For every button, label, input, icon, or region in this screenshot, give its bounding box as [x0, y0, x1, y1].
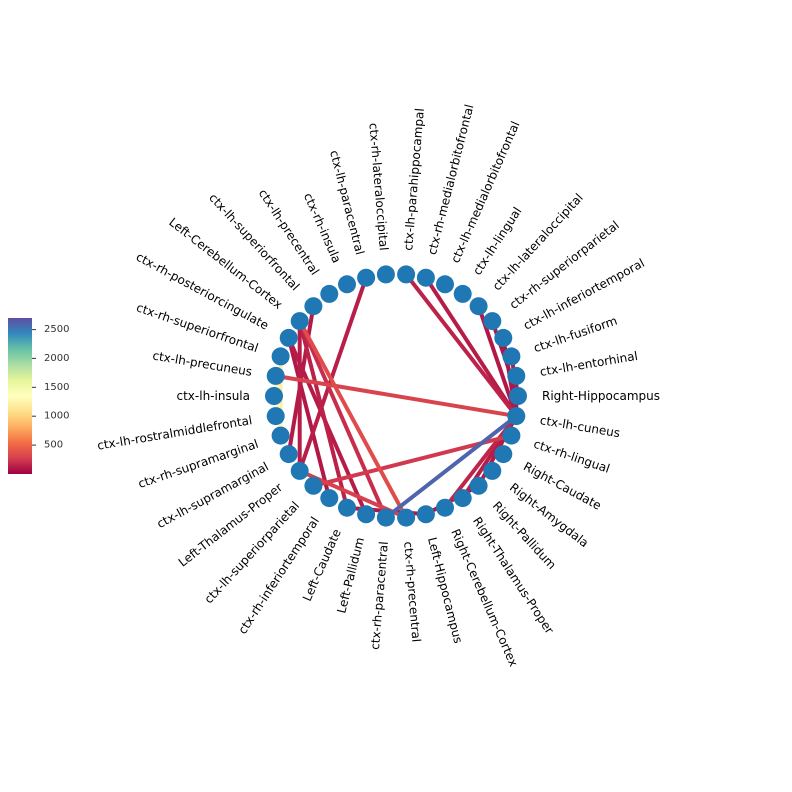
edge-ctx-lh-cuneus--ctx-rh-paracentral [383, 414, 519, 520]
node-ctx-lh-cuneus [507, 407, 526, 426]
node-Left-Pallidum [357, 505, 376, 524]
colorbar-tick-label: 1000 [44, 411, 69, 422]
node-label: ctx-lh-insula [177, 389, 251, 403]
node-label: ctx-lh-precuneus [151, 349, 253, 379]
node-ctx-lh-superiorparietal [304, 476, 323, 495]
node-ctx-rh-medialorbitofrontal [416, 268, 435, 287]
edge-ctx-rh-posteriorcingulate--ctx-rh-inferiortemporal [286, 335, 332, 501]
node-ctx-lh-fusiform [502, 347, 521, 366]
node-ctx-lh-paracentral [357, 268, 376, 287]
node-ctx-lh-precuneus [266, 366, 285, 385]
node-ctx-rh-inferiortemporal [320, 489, 339, 508]
node-label: ctx-lh-parahippocampal [401, 108, 427, 251]
node-ctx-lh-precentral [320, 284, 339, 303]
node-ctx-rh-insula [338, 275, 356, 294]
node-Right-Thalamus-Proper [453, 489, 472, 508]
colorbar-tick-label: 2000 [44, 353, 69, 364]
node-Right-Hippocampus [509, 387, 527, 405]
node-label: ctx-lh-entorhinal [539, 349, 639, 379]
node-ctx-rh-lingual [502, 426, 521, 445]
node-label: Right-Hippocampus [542, 389, 660, 403]
colorbar-tick-label: 500 [44, 440, 63, 451]
node-label: Left-Pallidum [334, 536, 367, 615]
node-ctx-rh-precentral [397, 508, 416, 527]
node-labels-layer: Right-Hippocampus ctx-lh-entorhinal ctx-lh… [96, 103, 660, 669]
node-ctx-rh-superiorparietal [483, 312, 502, 331]
node-ctx-lh-medialorbitofrontal [436, 275, 454, 294]
node-label: ctx-lh-cuneus [539, 413, 621, 440]
colorbar: 500 1000 1500 2000 2500 [8, 318, 69, 474]
node-ctx-lh-insula [265, 387, 283, 405]
edge-ctx-lh-precuneus--ctx-rh-supramarginal [273, 373, 283, 438]
colorbar-tick-label: 1500 [44, 382, 69, 393]
edge-Left-Cerebellum-Cortex--Left-Caudate [297, 319, 349, 510]
node-ctx-lh-lingual [453, 284, 472, 303]
node-Left-Thalamus-Proper [290, 461, 309, 480]
edge-ctx-lh-cuneus--ctx-lh-precuneus [273, 373, 519, 419]
node-label: ctx-rh-paracentral [368, 541, 391, 650]
edge-ctx-lh-cuneus--ctx-rh-medialorbitofrontal [423, 275, 519, 419]
node-label: Right-Cerebellum-Cortex [448, 527, 521, 669]
node-ctx-rh-lateraloccipital [376, 265, 395, 284]
node-Left-Caudate [338, 498, 356, 517]
node-ctx-lh-superiorfrontal [304, 297, 323, 316]
node-ctx-lh-parahippocampal [397, 265, 416, 284]
node-Left-Cerebellum-Cortex [290, 312, 309, 331]
node-Right-Amygdala [483, 461, 502, 480]
node-ctx-lh-supramarginal [279, 445, 298, 464]
node-ctx-rh-superiorfrontal [271, 347, 290, 366]
node-ctx-rh-paracentral [376, 508, 395, 527]
colorbar-ticks: 500 1000 1500 2000 2500 [32, 324, 69, 451]
node-Left-Hippocampus [416, 505, 435, 524]
colorbar-tick-label: 2500 [44, 324, 69, 335]
edge-ctx-lh-cuneus--ctx-lh-parahippocampal [404, 272, 519, 419]
edge-Left-Cerebellum-Cortex--ctx-rh-paracentral [297, 319, 388, 520]
node-ctx-lh-inferiortemporal [494, 328, 513, 347]
node-ctx-lh-entorhinal [507, 366, 526, 385]
node-ctx-rh-posteriorcingulate [279, 328, 298, 347]
node-label: ctx-rh-precentral [401, 541, 423, 643]
node-Right-Pallidum [469, 476, 488, 495]
node-Right-Caudate [494, 445, 513, 464]
node-label: ctx-rh-lateraloccipital [366, 122, 391, 251]
node-ctx-lh-lateraloccipital [469, 297, 488, 316]
edge-Left-Cerebellum-Cortex--ctx-rh-precentral [297, 319, 409, 520]
edge-ctx-lh-paracentral--Left-Thalamus-Proper [297, 275, 369, 473]
node-label: ctx-lh-inferiortemporal [521, 256, 647, 333]
node-ctx-lh-rostralmiddlefrontal [266, 407, 285, 426]
nodes-layer [265, 265, 527, 527]
colorbar-gradient [8, 318, 32, 474]
node-ctx-rh-supramarginal [271, 426, 290, 445]
node-Right-Cerebellum-Cortex [436, 498, 454, 517]
